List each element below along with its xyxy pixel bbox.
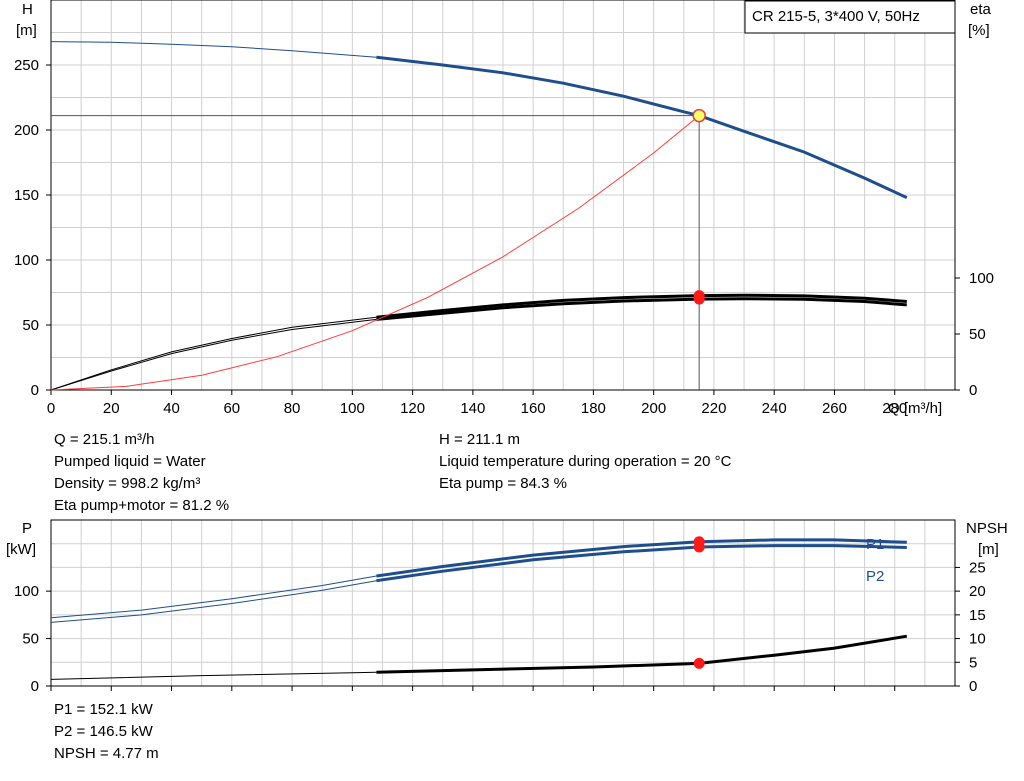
x-tick-label: 240 [762, 400, 787, 417]
y2-tick-label: 20 [969, 583, 986, 600]
chart-title: CR 215-5, 3*400 V, 50Hz [752, 8, 920, 25]
top-ylabel-unit: [m] [16, 22, 37, 39]
y-tick-label: 100 [14, 583, 39, 600]
x-tick-label: 180 [581, 400, 606, 417]
x-tick-label: 280 [882, 400, 907, 417]
y-tick-label: 250 [14, 57, 39, 74]
bottom-y2label-unit: [m] [978, 541, 999, 558]
y-tick-label: 100 [14, 252, 39, 269]
legend-p2: P2 [866, 568, 884, 585]
bottom-ylabel-unit: [kW] [6, 541, 36, 558]
bottom-series [50, 536, 908, 680]
info-temperature: Liquid temperature during operation = 20… [439, 453, 732, 470]
x-tick-label: 120 [400, 400, 425, 417]
info-p2: P2 = 146.5 kW [54, 723, 153, 740]
y-tick-label: 0 [31, 678, 39, 695]
x-tick-label: 60 [223, 400, 240, 417]
info-top-right: H = 211.1 m Liquid temperature during op… [439, 429, 731, 495]
npsh-extrapolated [50, 671, 377, 680]
eta-pump-extrapolated [50, 316, 377, 391]
x-tick-label: 40 [163, 400, 180, 417]
y-tick-label: 150 [14, 187, 39, 204]
x-tick-label: 140 [460, 400, 485, 417]
x-tick-label: 80 [284, 400, 301, 417]
npsh-marker [693, 657, 705, 669]
y2-tick-label: 10 [969, 631, 986, 648]
p1-extrapolated [50, 575, 377, 619]
y2-tick-label: 25 [969, 559, 986, 576]
y2-tick-label: 100 [969, 270, 994, 287]
p2-extrapolated [50, 580, 377, 623]
eta-pump-line [376, 293, 907, 319]
info-density: Density = 998.2 kg/m³ [54, 475, 201, 492]
info-npsh: NPSH = 4.77 m [54, 745, 159, 762]
info-eta-pump: Eta pump = 84.3 % [439, 475, 567, 492]
top-xlabel: Q [m³/h] [888, 400, 942, 417]
y-tick-label: 0 [31, 382, 39, 399]
system-curve-line [50, 115, 700, 391]
x-tick-label: 0 [47, 400, 55, 417]
info-top-left: Q = 215.1 m³/h Pumped liquid = Water Den… [54, 429, 229, 517]
x-tick-label: 220 [701, 400, 726, 417]
bottom-plot-frame [50, 519, 956, 687]
top-y2label-unit: [%] [968, 22, 990, 39]
top-grid [51, 0, 955, 390]
x-tick-label: 100 [340, 400, 365, 417]
info-flow: Q = 215.1 m³/h [54, 431, 155, 448]
eta-pump-motor-extrapolated [50, 318, 377, 391]
x-tick-label: 200 [641, 400, 666, 417]
npsh-curve-line [376, 634, 908, 674]
info-bottom: P1 = 152.1 kW P2 = 146.5 kW NPSH = 4.77 … [54, 699, 159, 765]
duty-point-marker [692, 108, 706, 123]
bottom-y2label: NPSH [966, 520, 1008, 537]
top-series [50, 41, 908, 391]
y-tick-label: 50 [22, 317, 39, 334]
y-tick-label: 50 [22, 631, 39, 648]
x-tick-label: 20 [103, 400, 120, 417]
bottom-ylabel: P [22, 520, 32, 537]
y2-tick-label: 0 [969, 382, 977, 399]
y2-tick-label: 50 [969, 326, 986, 343]
info-eta-pump-motor: Eta pump+motor = 81.2 % [54, 497, 230, 514]
y2-tick-label: 0 [969, 678, 977, 695]
y2-tick-label: 15 [969, 607, 986, 624]
eta-pump-motor-marker [693, 293, 705, 305]
chart-title-box [744, 0, 956, 34]
info-p1: P1 = 152.1 kW [54, 701, 153, 718]
p1-curve-line [376, 538, 907, 578]
bottom-grid [51, 520, 955, 686]
p2-marker [693, 541, 705, 553]
y2-tick-label: 5 [969, 654, 977, 671]
x-tick-label: 260 [822, 400, 847, 417]
top-ylabel: H [22, 1, 33, 18]
x-tick-label: 160 [521, 400, 546, 417]
head-curve-extrapolated [50, 41, 377, 58]
top-ticks: 0 20 40 60 80 100 120 140 160 180 200 220 240 260 280 0… [14, 57, 994, 417]
info-liquid: Pumped liquid = Water [54, 453, 206, 470]
y-tick-label: 200 [14, 122, 39, 139]
p2-curve-line [376, 544, 907, 583]
legend-p1: P1 [866, 536, 884, 553]
bottom-ticks: 0 50 100 0 5 10 15 20 25 [14, 559, 986, 695]
info-head: H = 211.1 m [439, 431, 521, 448]
eta-pump-motor-line [376, 297, 907, 321]
top-y2label: eta [970, 1, 992, 18]
head-curve-line [376, 55, 908, 199]
